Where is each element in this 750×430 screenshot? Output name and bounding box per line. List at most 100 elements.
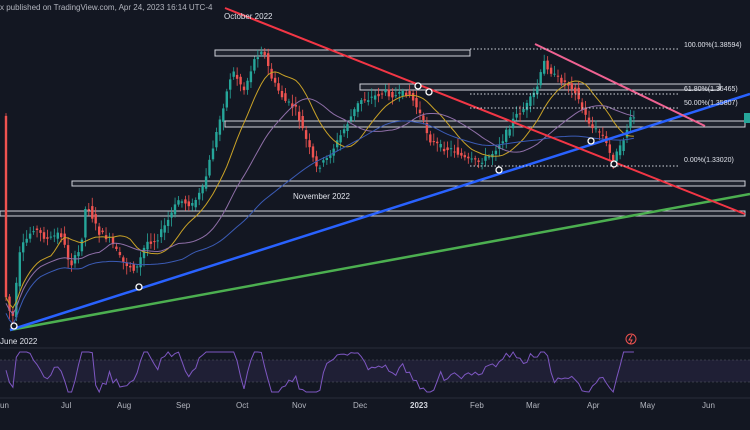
x-tick-apr: Apr	[587, 401, 600, 410]
candle-body	[222, 108, 225, 122]
candle-body	[122, 257, 125, 263]
candle-body	[318, 167, 322, 169]
candle-body	[408, 91, 411, 95]
candle-body	[553, 73, 556, 75]
candle-body	[594, 128, 598, 130]
sr-zone-1	[214, 49, 471, 57]
candle-body	[391, 92, 394, 98]
candle-body	[360, 100, 363, 104]
candle-body	[387, 89, 391, 97]
candle-body	[474, 158, 477, 160]
x-tick-feb: Feb	[470, 401, 484, 410]
candle-body	[160, 229, 163, 238]
candle-body	[629, 117, 632, 128]
moving-average-long	[5, 120, 635, 325]
candle-body	[525, 102, 529, 111]
candle-body	[511, 118, 515, 129]
candle-body	[456, 147, 460, 155]
candle-body	[115, 246, 118, 249]
x-tick-2023: 2023	[410, 401, 428, 410]
fib-label-0: 0.00%(1.33020)	[684, 157, 734, 164]
candle-body	[508, 129, 511, 136]
annotation-november-2022: November 2022	[293, 192, 350, 201]
candle-body	[311, 146, 315, 158]
candle-body	[42, 232, 46, 239]
rsi-band	[0, 360, 750, 382]
candle-body	[425, 123, 429, 134]
x-tick-nov: Nov	[292, 401, 306, 410]
candle-body	[329, 155, 332, 158]
candle-body	[267, 53, 270, 66]
candle-body	[249, 71, 253, 83]
candle-body	[101, 230, 104, 233]
candle-body	[91, 206, 94, 219]
candle-body	[94, 214, 97, 224]
candle-body	[467, 156, 470, 159]
candle-body	[229, 79, 232, 90]
trendline-red	[224, 7, 746, 215]
candle-body	[129, 265, 132, 268]
candle-body	[377, 93, 380, 97]
candle-body	[584, 107, 587, 115]
candle-body	[543, 60, 546, 74]
x-tick-un: un	[0, 401, 9, 410]
candle-body	[308, 140, 311, 148]
fibonacci-levels	[470, 48, 680, 167]
candle-body	[570, 83, 573, 90]
candle-body	[263, 51, 266, 55]
candle-body	[284, 93, 287, 101]
candle-body	[163, 225, 166, 233]
fib-label-50: 50.00%(1.35807)	[684, 100, 738, 107]
x-tick-jul: Jul	[61, 401, 71, 410]
publisher-header: x published on TradingView.com, Apr 24, …	[0, 3, 213, 12]
candle-body	[436, 141, 439, 144]
candle-body	[346, 124, 349, 131]
candle-body	[132, 264, 135, 271]
candle-body	[49, 236, 53, 238]
candle-body	[325, 158, 328, 160]
candle-body	[187, 201, 190, 207]
x-tick-mar: Mar	[526, 401, 540, 410]
candle-body	[201, 186, 204, 194]
annotation-june-2022: June 2022	[0, 337, 38, 346]
candle-body	[539, 72, 542, 86]
rsi-line	[5, 351, 634, 394]
candle-body	[56, 232, 59, 239]
candle-body	[618, 145, 622, 156]
candle-body	[342, 129, 346, 134]
x-tick-dec: Dec	[353, 401, 367, 410]
candle-body	[415, 97, 418, 108]
candle-body	[180, 201, 184, 203]
candle-body	[215, 132, 218, 148]
candle-body	[294, 104, 297, 107]
candle-body	[518, 113, 522, 115]
candle-body	[291, 103, 294, 108]
candle-body	[339, 135, 342, 143]
candle-body	[449, 148, 453, 150]
candle-body	[556, 75, 560, 77]
candle-body	[349, 116, 353, 121]
candle-body	[549, 67, 553, 74]
candle-body	[70, 260, 73, 266]
candle-body	[32, 231, 35, 233]
candle-body	[411, 93, 415, 101]
candle-body	[356, 103, 360, 112]
candle-body	[432, 141, 435, 143]
candle-body	[4, 115, 8, 298]
candle-body	[384, 90, 387, 93]
candle-body	[111, 236, 115, 245]
candle-body	[484, 156, 487, 161]
candle-body	[487, 156, 491, 158]
candle-body	[367, 100, 370, 102]
candle-body	[470, 158, 473, 160]
candle-body	[567, 84, 570, 86]
candle-body	[142, 247, 146, 259]
candle-body	[622, 140, 625, 151]
candle-body	[336, 140, 339, 148]
candle-body	[118, 252, 122, 256]
lightning-icon[interactable]	[625, 333, 637, 345]
candle-body	[256, 57, 259, 60]
x-axis: un Jul Aug Sep Oct Nov Dec 2023 Feb Mar Apr May Jun	[0, 401, 715, 410]
